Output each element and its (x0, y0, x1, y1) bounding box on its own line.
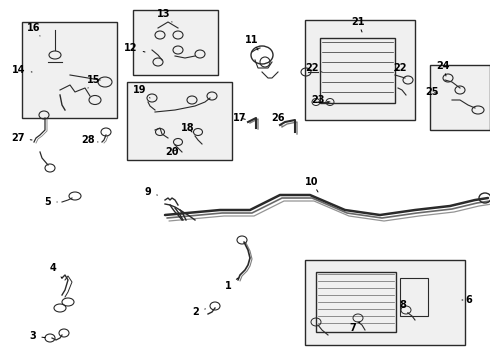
Text: 27: 27 (11, 133, 32, 143)
Text: 9: 9 (145, 187, 157, 197)
Text: 25: 25 (425, 87, 439, 97)
Bar (22, 22, 117, 118)
Bar (133, 10, 218, 75)
Text: 5: 5 (45, 197, 57, 207)
Text: 15: 15 (87, 75, 101, 88)
Bar (320, 38, 395, 103)
Text: 22: 22 (305, 63, 322, 73)
Text: 10: 10 (305, 177, 319, 192)
Text: 1: 1 (224, 278, 238, 291)
Text: 26: 26 (271, 113, 285, 126)
Text: 3: 3 (29, 331, 45, 341)
Text: 8: 8 (399, 300, 408, 313)
Text: 20: 20 (165, 147, 179, 157)
Text: 19: 19 (133, 85, 150, 98)
Bar (316, 272, 396, 332)
Text: 16: 16 (27, 23, 41, 36)
Text: 11: 11 (245, 35, 259, 50)
Text: 28: 28 (81, 135, 98, 145)
Bar (305, 260, 465, 345)
Text: 17: 17 (233, 113, 247, 123)
Text: 13: 13 (157, 9, 172, 22)
Bar (400, 278, 428, 316)
Text: 14: 14 (12, 65, 32, 75)
Text: 4: 4 (49, 263, 62, 278)
Text: 21: 21 (351, 17, 365, 32)
Text: 23: 23 (311, 95, 330, 105)
Text: 22: 22 (393, 63, 407, 73)
Text: 6: 6 (462, 295, 472, 305)
Text: 12: 12 (124, 43, 145, 53)
Text: 7: 7 (350, 322, 360, 333)
Bar (305, 20, 415, 120)
Bar (127, 82, 232, 160)
Text: 24: 24 (436, 61, 450, 76)
Text: 18: 18 (181, 123, 195, 133)
Text: 2: 2 (193, 307, 205, 317)
Bar (430, 65, 490, 130)
